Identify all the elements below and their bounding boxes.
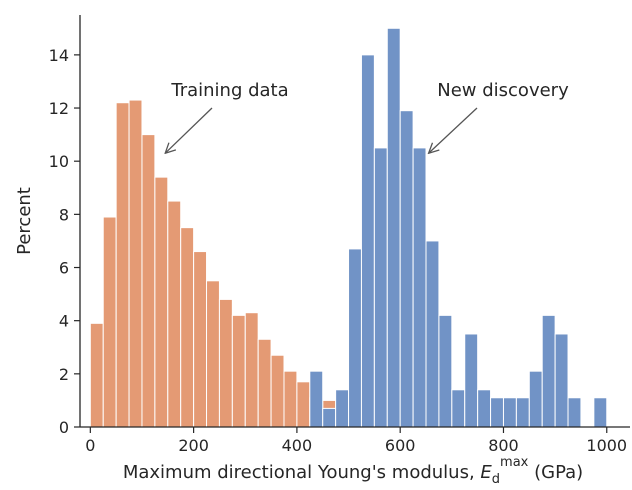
bar-series-1-12: [231, 314, 246, 428]
bar-series-1-3: [115, 102, 130, 428]
x-axis-label-main: Maximum directional Young's modulus,: [123, 462, 481, 483]
bar-series-2-9: [412, 147, 427, 428]
bar-series-2-8: [399, 110, 414, 428]
x-axis-label-superscript: max: [500, 455, 529, 470]
bar-series-2-16: [502, 397, 517, 428]
x-tick-label: 400: [282, 436, 313, 455]
y-tick-label: 8: [59, 205, 69, 224]
bar-series-1-9: [193, 251, 208, 428]
x-tick-label: 1000: [586, 436, 627, 455]
bar-series-2-17: [515, 397, 530, 428]
x-tick-label: 800: [488, 436, 519, 455]
bar-series-1-1: [89, 322, 104, 428]
annotation-arrow: [429, 107, 478, 153]
bar-series-1-13: [244, 312, 259, 428]
x-axis-label-unit: (GPa): [528, 462, 583, 483]
bars-layer: [89, 27, 608, 428]
bar-series-2-10: [425, 240, 440, 428]
y-tick-label: 0: [59, 418, 69, 437]
bar-series-2-2: [322, 407, 337, 428]
x-axis-label-subscript: d: [492, 472, 500, 487]
bar-series-2-18: [528, 370, 543, 428]
annotation-arrow: [165, 107, 213, 153]
axes-layer: 0 200 400 600 800 1000 0 2 4 6 8 10 12 14: [49, 15, 630, 455]
bar-series-1-15: [270, 354, 285, 428]
bar-series-2-6: [373, 147, 388, 428]
bar-series-1-16: [283, 370, 298, 428]
bar-series-2-20: [554, 333, 569, 428]
y-tick-label: 12: [49, 99, 69, 118]
bar-series-1-11: [218, 298, 233, 428]
annotation-label: New discovery: [437, 80, 569, 101]
series-1: [89, 99, 479, 428]
annotation-label: Training data: [170, 80, 288, 101]
bar-series-2-3: [335, 389, 350, 428]
bar-series-1-4: [128, 99, 143, 428]
bar-series-2-1: [309, 370, 324, 428]
bar-series-2-14: [477, 389, 492, 428]
y-tick-label: 14: [49, 46, 69, 65]
bar-series-1-17: [296, 381, 311, 428]
y-tick-label: 6: [59, 259, 69, 278]
bar-series-2-22: [593, 397, 608, 428]
x-tick-label: 600: [385, 436, 416, 455]
x-tick-label: 0: [85, 436, 95, 455]
bar-series-2-13: [464, 333, 479, 428]
bar-series-1-8: [180, 227, 195, 428]
bar-series-1-14: [257, 338, 272, 428]
x-tick-label: 200: [178, 436, 209, 455]
y-tick-label: 10: [49, 152, 69, 171]
bar-series-2-12: [451, 389, 466, 428]
x-axis-label: Maximum directional Young's modulus, Edm…: [123, 455, 583, 487]
annotations-layer: Training data New discovery: [165, 80, 569, 153]
bar-series-2-7: [386, 27, 401, 428]
y-axis-label: Percent: [14, 187, 35, 255]
bar-series-1-6: [154, 176, 169, 428]
bar-series-2-19: [541, 314, 556, 428]
bar-series-2-11: [438, 314, 453, 428]
bar-series-1-2: [102, 216, 117, 428]
bar-series-1-10: [206, 280, 220, 428]
series-2: [309, 27, 608, 428]
bar-series-2-4: [348, 248, 362, 428]
y-tick-label: 2: [59, 365, 69, 384]
x-axis-label-symbol: E: [480, 462, 492, 483]
bar-series-1-7: [167, 200, 182, 428]
bar-series-1-5: [141, 134, 156, 428]
bar-series-2-15: [490, 397, 504, 428]
bar-series-2-21: [567, 397, 582, 428]
bar-series-2-5: [360, 54, 375, 428]
y-tick-label: 4: [59, 312, 69, 331]
